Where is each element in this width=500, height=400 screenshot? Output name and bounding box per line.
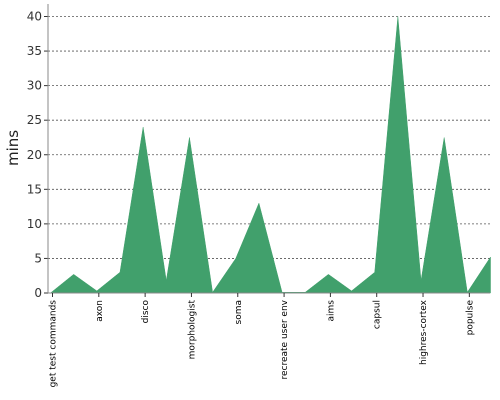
x-tick-label: morphologist [187,300,197,360]
y-tick-labels: 0 5 10 15 20 25 30 35 40 [27,10,42,301]
x-tick-label: populse [465,300,475,336]
y-tick-label: 30 [27,79,42,93]
x-tick-label: aims [326,300,336,322]
area-fill [49,16,491,294]
y-tick-label: 10 [27,217,42,231]
y-axis-title: mins [4,130,22,166]
x-tick-label: disco [141,300,151,324]
y-tick-label: 40 [27,10,42,24]
x-tick-label: get test commands [49,300,59,388]
y-tick-label: 20 [27,148,42,162]
x-tick-label: highres-cortex [419,299,429,365]
x-tick-label: capsul [373,300,383,329]
x-tick-labels: get test commands axon disco morphologist so… [49,299,476,387]
x-tick-label: soma [234,300,244,324]
x-tick-label: axon [95,300,105,322]
y-tick-label: 5 [34,251,42,265]
x-tick-label: recreate user env [280,299,290,379]
axes [44,4,490,297]
y-tick-label: 25 [27,113,42,127]
y-tick-label: 35 [27,44,42,58]
y-tick-label: 15 [27,182,42,196]
grid-lines [48,16,490,259]
area-series [49,16,491,294]
y-tick-label: 0 [34,286,42,300]
